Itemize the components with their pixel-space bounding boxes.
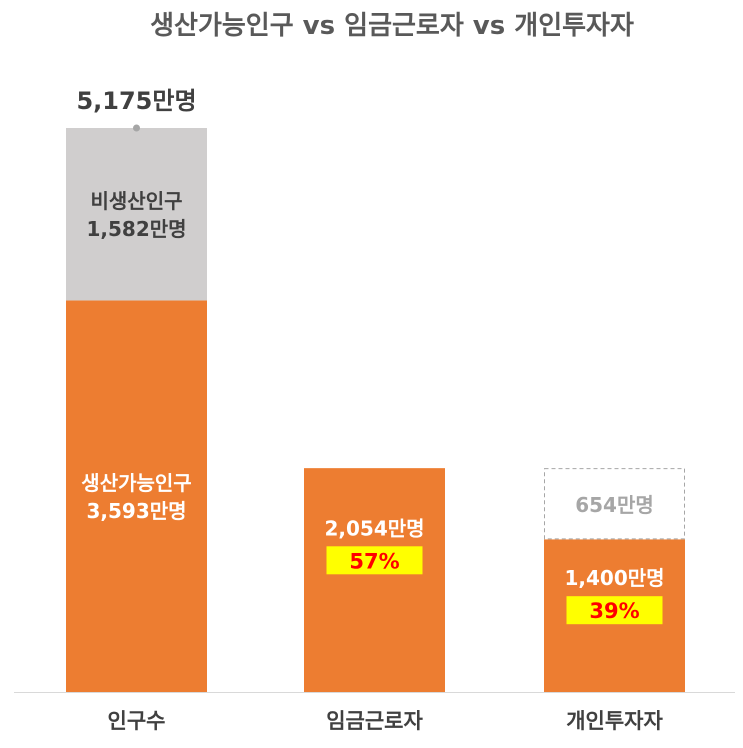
total-value-label: 5,175만명 [76,87,196,115]
bar-value-label: 1,400만명 [564,566,664,590]
bar-value-label: 1,582만명 [86,217,186,241]
category-label: 임금근로자 [326,709,423,733]
category-label: 개인투자자 [566,709,663,733]
total-marker-dot [133,124,140,132]
bar-segment-name: 생산가능인구 [81,471,191,495]
bar-segment-0-1 [66,128,207,301]
bar-segment-name: 비생산인구 [91,189,183,213]
bar-segment-1-0 [304,468,445,692]
chart-title: 생산가능인구 vs 임금근로자 vs 개인투자자 [150,11,634,41]
bar-value-label: 654만명 [575,493,654,517]
percent-badge [566,596,663,625]
percent-label: 57% [349,549,399,573]
percent-label: 39% [589,599,639,623]
bar-value-label: 2,054만명 [324,516,424,540]
bar-segment-0-0 [66,300,207,692]
bar-value-label: 3,593만명 [86,499,186,523]
bar-segment-2-1 [544,468,685,540]
category-label: 인구수 [108,709,166,733]
percent-badge [326,546,423,575]
